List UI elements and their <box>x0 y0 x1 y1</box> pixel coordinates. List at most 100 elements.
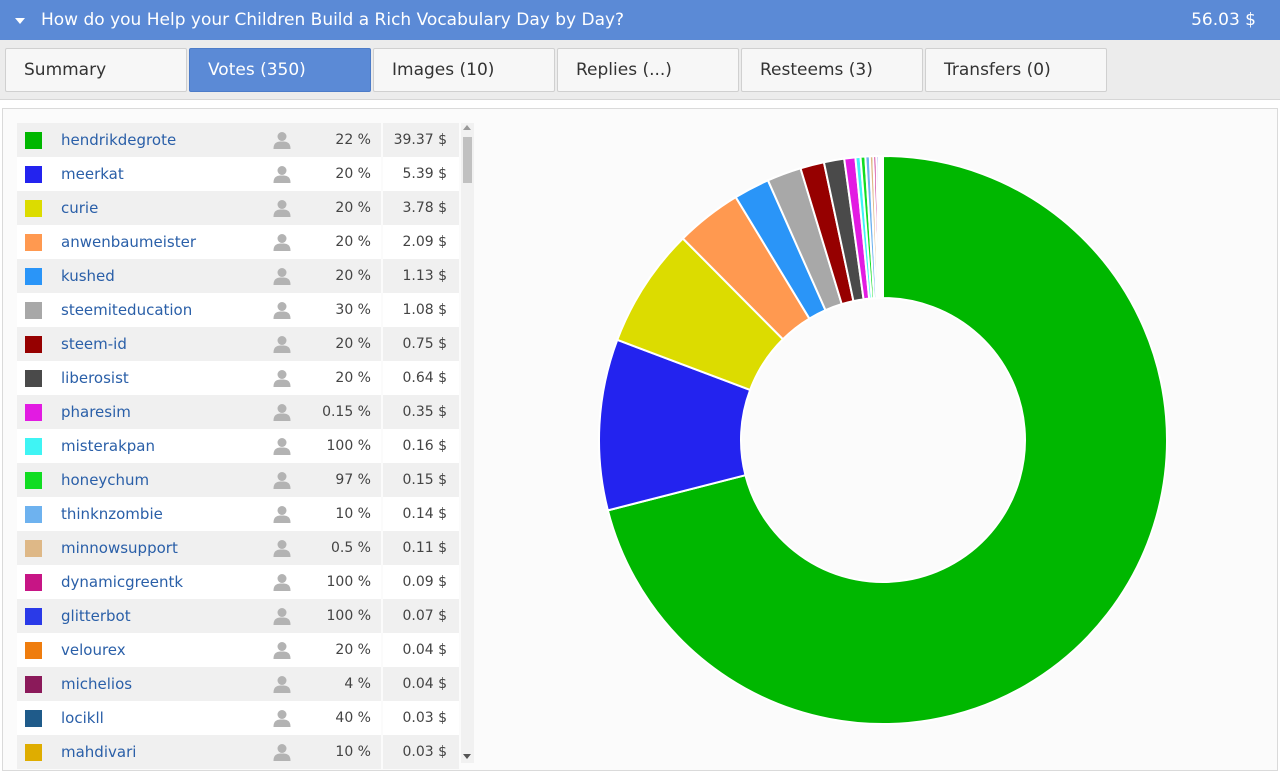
vote-percent: 97 % <box>335 472 371 488</box>
tab-transfers[interactable]: Transfers (0) <box>925 48 1107 92</box>
voter-name-link[interactable]: liberosist <box>61 369 129 387</box>
voter-name-link[interactable]: steemiteducation <box>61 301 193 319</box>
voter-name-link[interactable]: anwenbaumeister <box>61 233 197 251</box>
voter-row: hendrikdegrote 22 % 39.37 $ <box>17 123 459 157</box>
voter-name-link[interactable]: misterakpan <box>61 437 155 455</box>
user-profile-icon[interactable] <box>272 266 292 286</box>
voter-row: honeychum 97 % 0.15 $ <box>17 463 459 497</box>
column-separator <box>381 735 383 769</box>
scroll-up-icon[interactable] <box>463 125 471 130</box>
user-profile-icon[interactable] <box>272 402 292 422</box>
user-profile-icon[interactable] <box>272 130 292 150</box>
user-profile-icon[interactable] <box>272 538 292 558</box>
vote-percent: 4 % <box>344 676 371 692</box>
voter-color-swatch <box>25 472 42 489</box>
user-profile-icon[interactable] <box>272 708 292 728</box>
voter-color-swatch <box>25 404 42 421</box>
vote-percent: 10 % <box>335 506 371 522</box>
voter-name-link[interactable]: kushed <box>61 267 115 285</box>
voter-row: mahdivari 10 % 0.03 $ <box>17 735 459 769</box>
vote-percent: 10 % <box>335 744 371 760</box>
scroll-down-icon[interactable] <box>463 754 471 759</box>
voter-name-link[interactable]: mahdivari <box>61 743 137 761</box>
post-header[interactable]: How do you Help your Children Build a Ri… <box>0 0 1280 40</box>
voter-color-swatch <box>25 234 42 251</box>
vote-value: 0.03 $ <box>402 744 447 760</box>
post-total-value: 56.03 $ <box>1191 10 1256 30</box>
user-profile-icon[interactable] <box>272 674 292 694</box>
tab-summary[interactable]: Summary <box>5 48 187 92</box>
voter-list-scrollbar[interactable] <box>461 123 474 763</box>
voter-row: steem-id 20 % 0.75 $ <box>17 327 459 361</box>
voter-row: michelios 4 % 0.04 $ <box>17 667 459 701</box>
user-profile-icon[interactable] <box>272 164 292 184</box>
voter-name-link[interactable]: meerkat <box>61 165 124 183</box>
user-profile-icon[interactable] <box>272 300 292 320</box>
voter-name-link[interactable]: dynamicgreentk <box>61 573 184 591</box>
voter-name-link[interactable]: hendrikdegrote <box>61 131 177 149</box>
voter-name-link[interactable]: pharesim <box>61 403 131 421</box>
donut-slice-hendrikdegrote[interactable] <box>606 154 1168 725</box>
column-separator <box>381 225 383 259</box>
vote-value: 0.11 $ <box>402 540 447 556</box>
voter-list[interactable]: hendrikdegrote 22 % 39.37 $ meerkat 20 % 5.39… <box>17 123 459 769</box>
voter-color-swatch <box>25 336 42 353</box>
column-separator <box>381 701 383 735</box>
user-profile-icon[interactable] <box>272 334 292 354</box>
voter-color-swatch <box>25 370 42 387</box>
vote-value: 0.14 $ <box>402 506 447 522</box>
user-profile-icon[interactable] <box>272 436 292 456</box>
vote-percent: 20 % <box>335 336 371 352</box>
voter-name-link[interactable]: locikll <box>61 709 104 727</box>
tab-resteems[interactable]: Resteems (3) <box>741 48 923 92</box>
voter-name-link[interactable]: glitterbot <box>61 607 131 625</box>
user-profile-icon[interactable] <box>272 742 292 762</box>
votes-donut-chart <box>598 154 1168 725</box>
vote-percent: 100 % <box>326 574 371 590</box>
voter-name-link[interactable]: michelios <box>61 675 133 693</box>
vote-percent: 100 % <box>326 608 371 624</box>
voter-row: anwenbaumeister 20 % 2.09 $ <box>17 225 459 259</box>
column-separator <box>381 123 383 157</box>
vote-percent: 100 % <box>326 438 371 454</box>
user-profile-icon[interactable] <box>272 640 292 660</box>
user-profile-icon[interactable] <box>272 368 292 388</box>
voter-color-swatch <box>25 710 42 727</box>
user-profile-icon[interactable] <box>272 572 292 592</box>
voter-name-link[interactable]: steem-id <box>61 335 127 353</box>
voter-color-swatch <box>25 608 42 625</box>
user-profile-icon[interactable] <box>272 504 292 524</box>
voter-color-swatch <box>25 132 42 149</box>
vote-percent: 30 % <box>335 302 371 318</box>
user-profile-icon[interactable] <box>272 198 292 218</box>
voter-row: locikll 40 % 0.03 $ <box>17 701 459 735</box>
vote-value: 1.08 $ <box>402 302 447 318</box>
voter-row: steemiteducation 30 % 1.08 $ <box>17 293 459 327</box>
vote-percent: 20 % <box>335 200 371 216</box>
column-separator <box>381 463 383 497</box>
scroll-thumb[interactable] <box>463 137 472 183</box>
vote-percent: 20 % <box>335 268 371 284</box>
voter-row: thinknzombie 10 % 0.14 $ <box>17 497 459 531</box>
tab-votes[interactable]: Votes (350) <box>189 48 371 92</box>
donut-slice-mahdivari[interactable] <box>881 154 884 300</box>
voter-name-link[interactable]: thinknzombie <box>61 505 163 523</box>
collapse-caret-icon[interactable] <box>15 18 25 24</box>
vote-value: 0.04 $ <box>402 642 447 658</box>
vote-percent: 40 % <box>335 710 371 726</box>
voter-name-link[interactable]: curie <box>61 199 99 217</box>
tab-images[interactable]: Images (10) <box>373 48 555 92</box>
vote-value: 0.07 $ <box>402 608 447 624</box>
column-separator <box>381 429 383 463</box>
tab-replies[interactable]: Replies (...) <box>557 48 739 92</box>
voter-color-swatch <box>25 744 42 761</box>
voter-name-link[interactable]: honeychum <box>61 471 150 489</box>
vote-value: 0.35 $ <box>402 404 447 420</box>
user-profile-icon[interactable] <box>272 606 292 626</box>
voter-name-link[interactable]: velourex <box>61 641 126 659</box>
user-profile-icon[interactable] <box>272 470 292 490</box>
voter-name-link[interactable]: minnowsupport <box>61 539 178 557</box>
voter-row: liberosist 20 % 0.64 $ <box>17 361 459 395</box>
user-profile-icon[interactable] <box>272 232 292 252</box>
voter-row: kushed 20 % 1.13 $ <box>17 259 459 293</box>
